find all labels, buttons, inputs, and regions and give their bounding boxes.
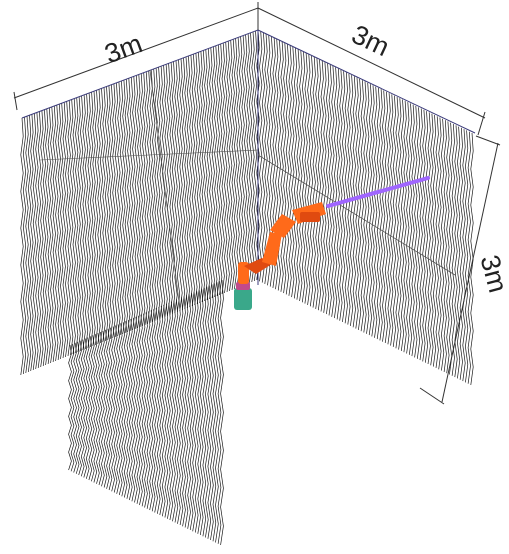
robot-base <box>234 288 252 310</box>
robot-tool-block <box>300 212 320 222</box>
